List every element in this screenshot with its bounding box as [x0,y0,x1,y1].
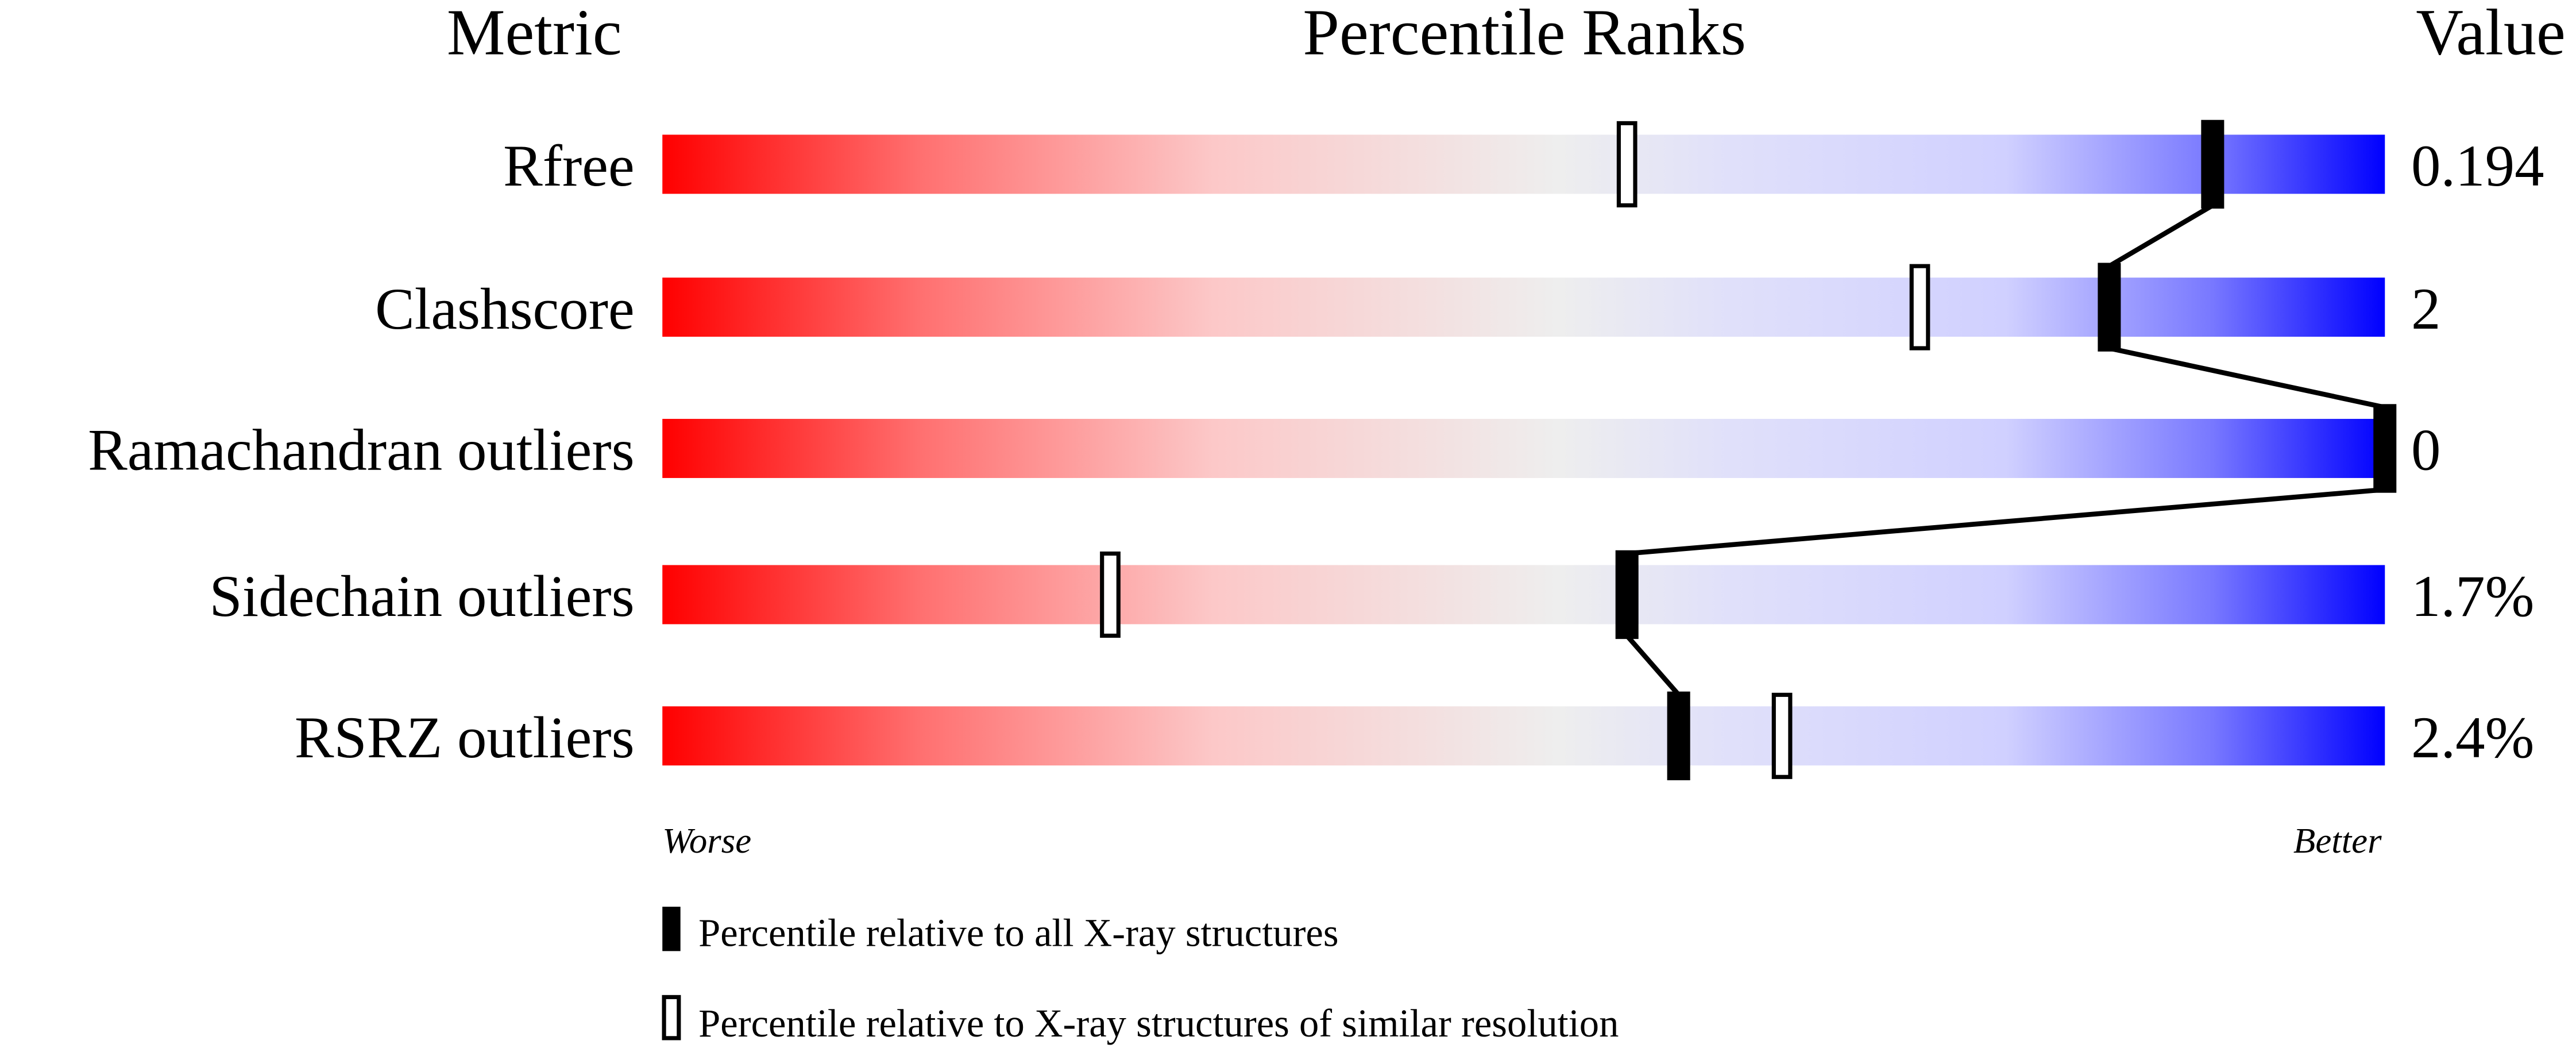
marker-similar-resolution [1100,551,1121,638]
metric-value: 0.194 [2411,133,2544,199]
metric-label: Ramachandran outliers [88,418,635,483]
marker-similar-resolution [1616,121,1637,207]
axis-label-better: Better [2293,820,2382,861]
connector-line [2108,345,2386,410]
metric-label: Clashscore [375,276,635,342]
marker-similar-resolution [1909,264,1930,350]
connector-line [1627,487,2385,556]
marker-all-structures [2201,120,2224,209]
percentile-bar [662,278,2385,337]
header-percentile-ranks: Percentile Ranks [1303,0,1746,68]
metric-label: Sidechain outliers [209,564,634,629]
metric-value: 1.7% [2411,564,2534,629]
marker-all-structures [2098,263,2121,352]
metric-value: 2.4% [2411,705,2534,770]
connector-line [2108,203,2214,268]
metric-label: RSRZ outliers [295,705,635,770]
legend-marker-all [662,907,681,951]
metric-value: 0 [2411,418,2440,483]
percentile-bar [662,706,2385,766]
header-value: Value [2416,0,2565,68]
marker-all-structures [2373,404,2397,493]
marker-all-structures [1615,550,1639,639]
legend-label-all: Percentile relative to all X-ray structu… [698,911,1338,955]
connector-line [1625,634,1681,697]
percentile-bar [662,565,2385,625]
metric-label: Rfree [503,133,635,199]
marker-all-structures [1667,691,1690,780]
header-metric: Metric [447,0,622,68]
percentile-bar [662,419,2385,478]
legend-label-similar: Percentile relative to X-ray structures … [698,1001,1619,1045]
percentile-bar [662,134,2385,194]
axis-label-worse: Worse [662,820,751,861]
metric-value: 2 [2411,276,2440,342]
marker-similar-resolution [1771,692,1793,779]
legend-marker-similar [662,995,681,1041]
